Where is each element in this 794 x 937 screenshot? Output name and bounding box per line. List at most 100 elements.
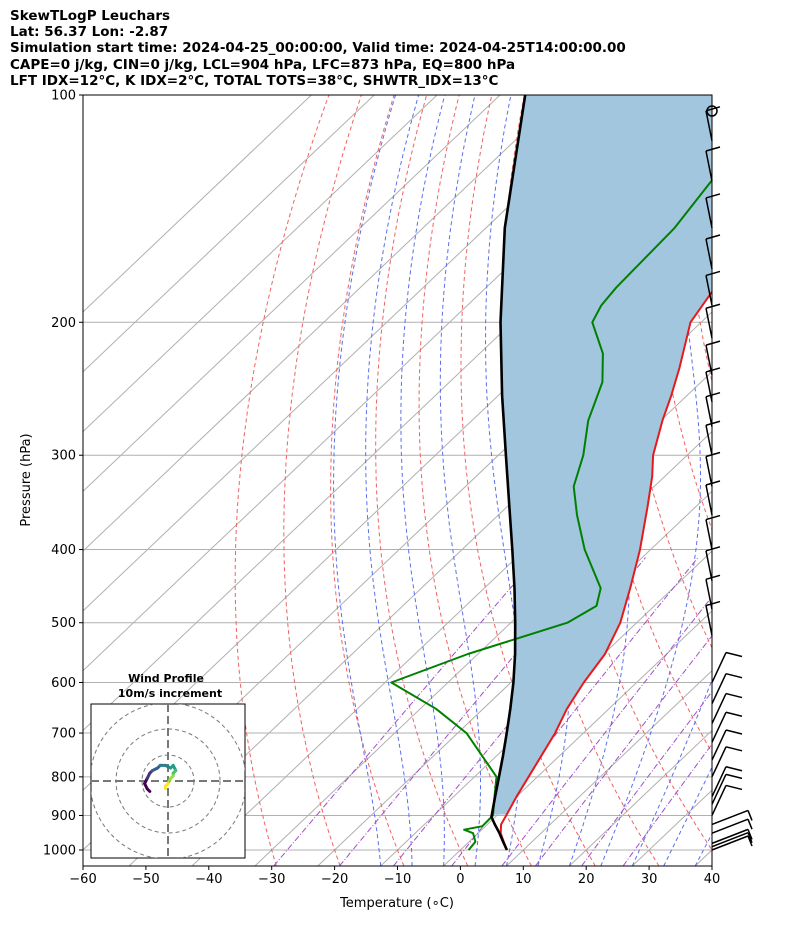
wind-barb-flag <box>705 340 721 346</box>
wind-barb <box>705 150 713 182</box>
wind-barb <box>705 197 713 229</box>
moist-adiabat <box>631 678 712 866</box>
calm-wind-marker <box>706 105 718 117</box>
x-tick-label: −40 <box>195 872 222 887</box>
wind-barb-flag <box>747 832 753 843</box>
isotherm-line <box>83 95 501 493</box>
wind-barb-flag <box>705 146 721 152</box>
x-tick-label: 40 <box>704 872 721 887</box>
dry-adiabat <box>234 95 330 866</box>
wind-barb <box>705 345 713 376</box>
dry-adiabat <box>785 95 794 866</box>
wind-barb-flag <box>725 651 743 658</box>
dry-adiabat <box>330 95 405 866</box>
isotherm-line <box>317 490 712 866</box>
wind-barb-flag <box>705 270 721 277</box>
wind-barb-flag <box>747 835 753 847</box>
x-tick-label: 10 <box>515 872 532 887</box>
wind-barb-flag <box>705 303 721 309</box>
wind-barb <box>705 396 713 427</box>
parcel-profile-line <box>490 95 527 851</box>
moist-adiabat <box>727 95 794 866</box>
wind-barb-flag <box>705 391 721 398</box>
y-tick-label: 300 <box>51 449 76 464</box>
wind-barb <box>705 605 713 636</box>
wind-barb <box>711 828 749 845</box>
x-tick-label: 30 <box>641 872 658 887</box>
temperature-line <box>499 290 712 851</box>
mixing-ratio-line <box>273 557 538 866</box>
wind-barb-flag <box>705 480 721 486</box>
dry-adiabat <box>375 95 469 866</box>
wind-barb <box>711 729 727 761</box>
title-cape-stats: CAPE=0 j/kg, CIN=0 j/kg, LCL=904 hPa, LF… <box>10 57 516 73</box>
wind-barb-flag <box>705 193 721 199</box>
wind-barb <box>705 550 713 581</box>
wind-barb-flag <box>725 773 743 780</box>
wind-barb <box>711 766 727 798</box>
isotherm-line <box>83 95 375 373</box>
wind-barb <box>711 693 727 724</box>
wind-barb <box>705 484 713 516</box>
moist-adiabat <box>365 95 420 866</box>
wind-barb-flag <box>725 746 743 752</box>
wind-barb <box>705 371 713 403</box>
wind-barb-flag <box>725 711 743 718</box>
wind-barb-flag <box>725 765 743 772</box>
y-tick-label: 900 <box>51 809 76 824</box>
wind-barb <box>705 275 713 306</box>
wind-barb <box>705 110 713 141</box>
isotherm-line <box>506 669 712 866</box>
y-tick-label: 200 <box>51 316 76 331</box>
wind-barb <box>705 425 713 456</box>
wind-barb <box>711 711 727 743</box>
inset-title: Wind Profile <box>128 672 204 685</box>
wind-barb-flag <box>705 451 721 458</box>
title-index-stats: LFT IDX=12°C, K IDX=2°C, TOTAL TOTS=38°C… <box>10 73 499 89</box>
y-tick-label: 700 <box>51 727 76 742</box>
wind-barb <box>711 673 727 704</box>
mixing-ratio-line <box>501 595 712 866</box>
wind-barb-flag <box>747 818 753 830</box>
y-tick-label: 800 <box>51 770 76 785</box>
y-tick-label: 600 <box>51 676 76 691</box>
y-tick-label: 100 <box>51 89 76 104</box>
moist-adiabat <box>439 95 481 866</box>
isotherm-line <box>83 95 438 433</box>
wind-barb <box>711 746 727 778</box>
wind-barb-flag <box>705 600 721 607</box>
moist-adiabat <box>400 95 446 866</box>
inset-subtitle: 10m/s increment <box>118 687 222 700</box>
cin-shaded-area <box>491 95 712 815</box>
wind-barb-flag <box>705 234 721 240</box>
wind-barb <box>705 308 713 339</box>
y-tick-label: 1000 <box>43 844 76 859</box>
wind-barb <box>711 818 749 834</box>
wind-barb-flag <box>705 574 721 581</box>
isotherm-line <box>83 95 564 552</box>
isotherm-line <box>83 95 627 612</box>
wind-profile-inset: Wind Profile 10m/s increment <box>90 672 246 859</box>
dry-adiabat <box>720 95 794 866</box>
x-tick-label: 0 <box>456 872 464 887</box>
mixing-ratio-line <box>581 690 712 866</box>
wind-barb <box>711 652 727 683</box>
wind-barb-flag <box>725 729 743 735</box>
x-tick-label: −50 <box>132 872 159 887</box>
wind-barb-flag <box>747 829 753 840</box>
title-location: Lat: 56.37 Lon: -2.87 <box>10 24 169 40</box>
x-axis-label: Temperature (∘C) <box>339 896 454 911</box>
x-tick-label: −60 <box>69 872 96 887</box>
wind-barb <box>705 456 713 487</box>
wind-barb <box>711 809 749 826</box>
y-tick-label: 500 <box>51 616 76 631</box>
cin-shading <box>491 95 712 815</box>
mixing-ratio-line <box>622 743 712 866</box>
wind-barbs <box>705 105 753 851</box>
wind-barb <box>711 835 749 851</box>
title-times: Simulation start time: 2024-04-25_00:00:… <box>10 40 626 56</box>
y-tick-label: 400 <box>51 543 76 558</box>
x-tick-label: −10 <box>384 872 411 887</box>
title-station: SkewTLogP Leuchars <box>10 8 171 24</box>
dry-adiabat <box>283 95 362 866</box>
